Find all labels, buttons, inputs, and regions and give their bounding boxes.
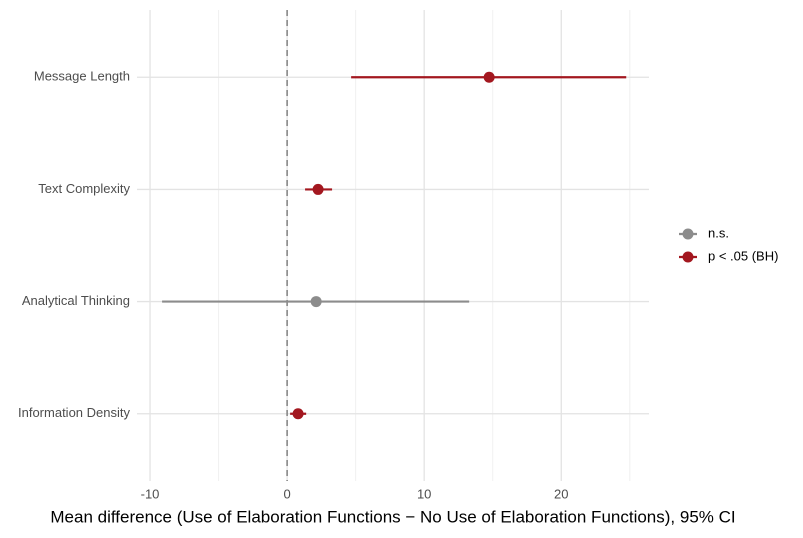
- x-tick-label: 10: [417, 486, 431, 501]
- y-tick-label: Analytical Thinking: [22, 293, 130, 308]
- y-tick-label: Text Complexity: [38, 181, 130, 196]
- legend-label: p < .05 (BH): [708, 248, 778, 263]
- x-axis-title: Mean difference (Use of Elaboration Func…: [50, 507, 735, 526]
- y-tick-label: Information Density: [18, 405, 130, 420]
- point: [310, 296, 322, 308]
- x-tick-label: 0: [283, 486, 290, 501]
- x-tick-label: 20: [554, 486, 568, 501]
- x-tick-label: -10: [141, 486, 160, 501]
- point: [292, 408, 304, 420]
- legend-key-point: [682, 251, 694, 263]
- point: [312, 183, 324, 195]
- legend-key-point: [682, 228, 694, 240]
- legend-label: n.s.: [708, 225, 729, 240]
- y-tick-label: Message Length: [34, 69, 130, 84]
- point: [483, 71, 495, 83]
